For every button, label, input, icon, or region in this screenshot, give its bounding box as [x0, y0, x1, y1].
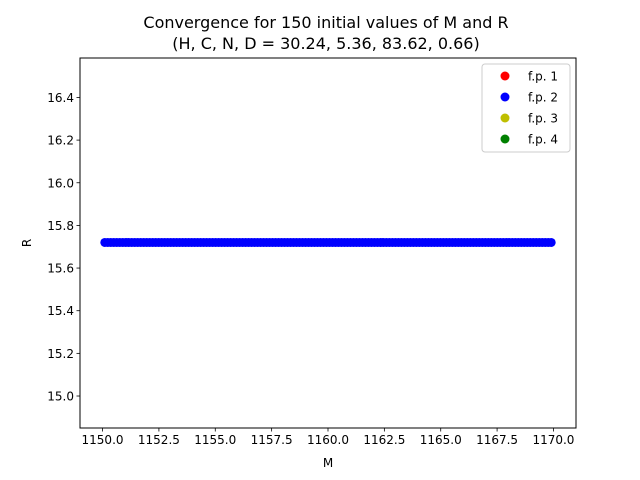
x-axis-ticks: 1150.0 1152.5 1155.0 1157.5 1160.0 1162.5 1165… [82, 428, 574, 447]
y-tick-label: 15.4 [47, 304, 74, 318]
points-layer [100, 237, 556, 247]
data-point [546, 237, 556, 247]
legend-label: f.p. 1 [528, 70, 558, 84]
x-tick-label: 1150.0 [82, 433, 124, 447]
legend-label: f.p. 3 [528, 112, 558, 126]
y-tick-label: 16.2 [47, 134, 74, 148]
chart-subtitle: (H, C, N, D = 30.24, 5.36, 83.62, 0.66) [172, 34, 479, 53]
x-tick-label: 1152.5 [138, 433, 180, 447]
y-tick-label: 16.4 [47, 91, 74, 105]
plot-frame [79, 57, 577, 429]
x-tick-label: 1165.0 [420, 433, 462, 447]
x-tick-label: 1157.5 [251, 433, 293, 447]
y-tick-label: 16.0 [47, 176, 74, 190]
legend-marker [500, 113, 510, 123]
x-tick-label: 1162.5 [363, 433, 405, 447]
legend-label: f.p. 2 [528, 91, 558, 105]
legend: f.p. 1 f.p. 2 f.p. 3 f.p. 4 [481, 63, 571, 153]
legend-marker [500, 134, 510, 144]
x-tick-label: 1167.5 [476, 433, 518, 447]
legend-marker [500, 71, 510, 81]
x-tick-label: 1160.0 [307, 433, 349, 447]
y-tick-label: 15.2 [47, 347, 74, 361]
x-tick-label: 1170.0 [532, 433, 574, 447]
legend-label: f.p. 4 [528, 133, 558, 147]
x-tick-label: 1155.0 [194, 433, 236, 447]
y-axis-label: R [20, 239, 34, 247]
chart-title: Convergence for 150 initial values of M … [143, 13, 508, 32]
y-tick-label: 15.8 [47, 219, 74, 233]
y-tick-label: 15.6 [47, 262, 74, 276]
x-axis-label: M [323, 456, 333, 470]
y-tick-label: 15.0 [47, 390, 74, 404]
y-axis-ticks: 15.0 15.2 15.4 15.6 15.8 16.0 16.2 16.4 [47, 91, 80, 404]
legend-box [481, 63, 571, 153]
legend-marker [500, 92, 510, 102]
